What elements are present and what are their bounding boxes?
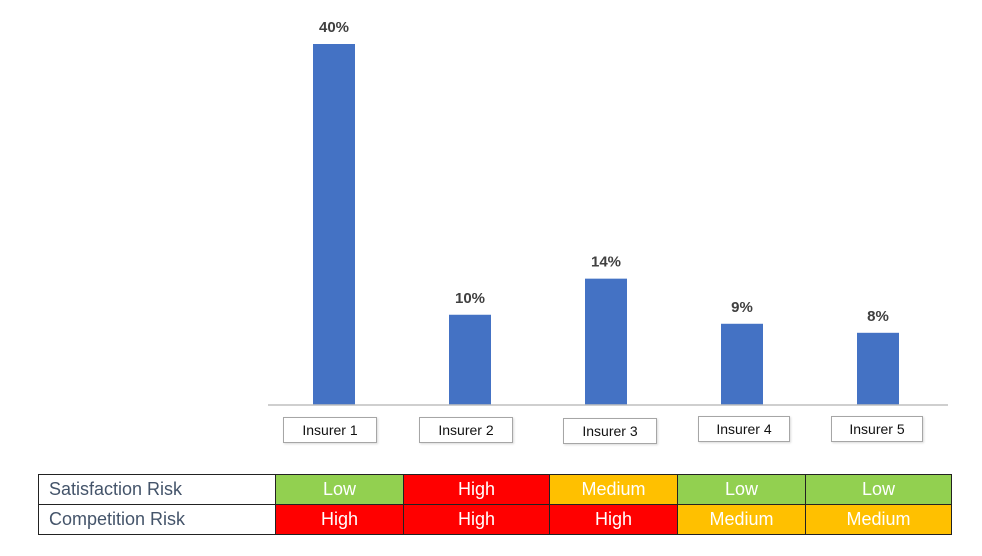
- bar-3: [585, 278, 627, 405]
- risk-cell: High: [403, 474, 550, 505]
- bar-4: [721, 323, 763, 405]
- category-label-4: Insurer 4: [698, 416, 790, 442]
- bar-2: [449, 314, 491, 405]
- bar-chart: 40% 10% 14% 9% 8%: [268, 19, 948, 406]
- bars-layer: [313, 44, 899, 405]
- risk-cell: Low: [275, 474, 404, 505]
- risk-row-label: Competition Risk: [38, 504, 276, 535]
- risk-cell: Low: [805, 474, 952, 505]
- risk-cell: Low: [677, 474, 806, 505]
- risk-cell: Medium: [677, 504, 806, 535]
- risk-row-label: Satisfaction Risk: [38, 474, 276, 505]
- category-label-2: Insurer 2: [419, 417, 513, 443]
- risk-cell: High: [403, 504, 550, 535]
- risk-table: Satisfaction Risk Low High Medium Low Low Comp…: [38, 474, 952, 535]
- category-label-1: Insurer 1: [283, 417, 377, 443]
- data-label-3: 14%: [591, 254, 621, 271]
- risk-row-1: Satisfaction Risk Low High Medium Low Low: [38, 474, 952, 505]
- risk-cell: High: [549, 504, 678, 535]
- category-label-3: Insurer 3: [563, 418, 657, 444]
- data-label-4: 9%: [731, 299, 753, 316]
- data-label-5: 8%: [867, 308, 889, 325]
- bar-1: [313, 44, 355, 405]
- risk-row-2: Competition Risk High High High Medium Medium: [38, 504, 952, 535]
- bar-5: [857, 332, 899, 405]
- risk-cell: High: [275, 504, 404, 535]
- risk-cell: Medium: [549, 474, 678, 505]
- data-label-2: 10%: [455, 290, 485, 307]
- data-labels-layer: 40% 10% 14% 9% 8%: [319, 19, 889, 325]
- category-label-5: Insurer 5: [831, 416, 923, 442]
- data-label-1: 40%: [319, 19, 349, 36]
- risk-cell: Medium: [805, 504, 952, 535]
